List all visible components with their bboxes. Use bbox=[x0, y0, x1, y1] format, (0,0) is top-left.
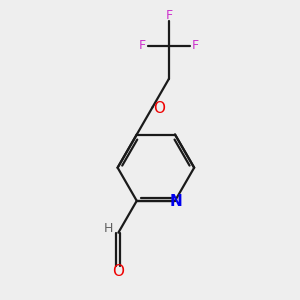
Text: H: H bbox=[103, 222, 113, 235]
Text: F: F bbox=[139, 39, 146, 52]
Text: N: N bbox=[169, 194, 182, 209]
Text: F: F bbox=[165, 9, 172, 22]
Text: O: O bbox=[112, 264, 124, 279]
Text: F: F bbox=[192, 39, 199, 52]
Text: O: O bbox=[153, 101, 165, 116]
